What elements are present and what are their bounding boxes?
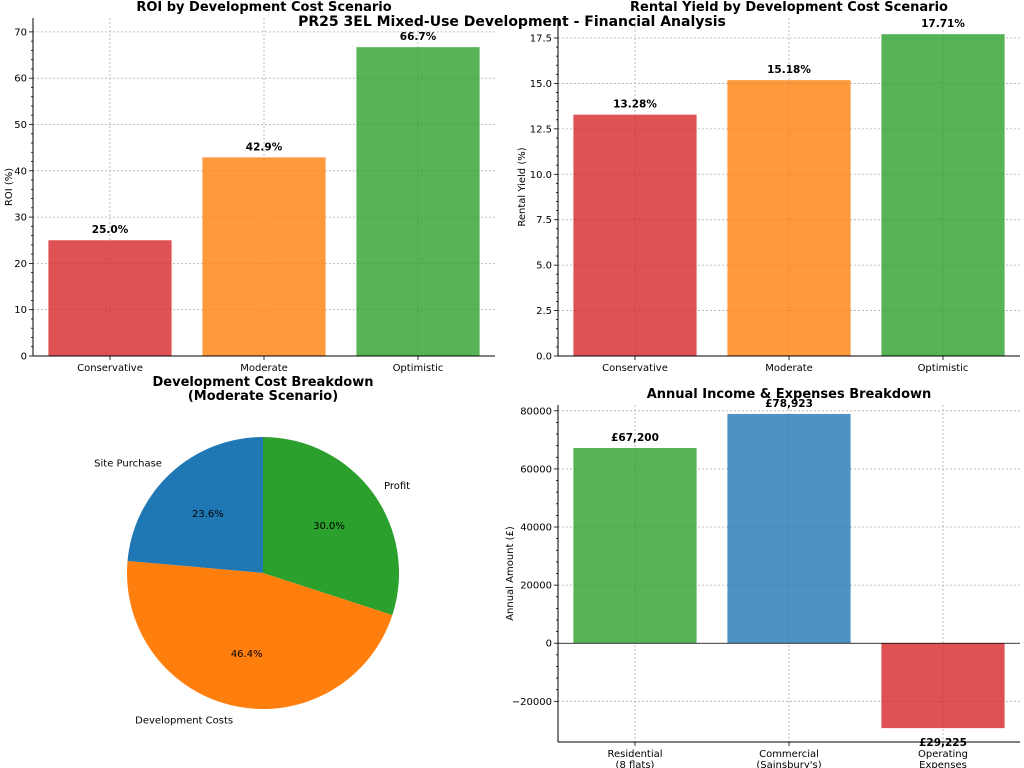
- rental-yield-bar-chart: 0.0 2.5 5.0 7.5 10.0 12.5 15.0 17.5 13.28% 15.18%…: [517, 0, 1020, 374]
- ytick-label: 15.0: [530, 79, 552, 90]
- ytick-label: 0: [546, 639, 552, 650]
- bar-value-label: 42.9%: [246, 141, 283, 153]
- xtick-label: Conservative: [77, 363, 143, 374]
- bar-value-label: 13.28%: [613, 99, 657, 111]
- chart-title: Development Cost Breakdown (Moderate Scen…: [153, 375, 374, 404]
- y-axis-label: Annual Amount (£): [505, 526, 516, 621]
- xtick-label: Optimistic: [918, 363, 969, 374]
- ytick-label: 0.0: [536, 352, 552, 363]
- bar-value-label: £78,923: [765, 398, 813, 410]
- figure-suptitle: PR25 3EL Mixed-Use Development - Financi…: [298, 14, 726, 30]
- chart-title: Rental Yield by Development Cost Scenari…: [630, 0, 948, 15]
- bar-value-label: 17.71%: [921, 18, 965, 30]
- ytick-label: 30: [14, 213, 27, 224]
- cost-breakdown-pie-chart: Development Cost Breakdown (Moderate Scen…: [94, 375, 410, 727]
- ytick-label: 70: [14, 27, 27, 38]
- ytick-label: 17.5: [530, 33, 552, 44]
- ytick-label: 0: [21, 352, 27, 363]
- ytick-label: 20: [14, 259, 27, 270]
- pie-pct-label: 30.0%: [313, 521, 345, 532]
- xtick-label: Operating Expenses: [918, 749, 968, 768]
- pie-slice: [263, 437, 399, 616]
- pie-slice-label: Development Costs: [135, 716, 233, 727]
- xtick-label: Moderate: [765, 363, 813, 374]
- bar: [881, 643, 1005, 729]
- pie-slice: [127, 561, 393, 709]
- ytick-label: 2.5: [536, 306, 552, 317]
- xtick-label: Residential (8 flats): [607, 749, 662, 768]
- bar-value-label: 15.18%: [767, 64, 811, 76]
- ytick-label: 40: [14, 166, 27, 177]
- ytick-label: −20000: [512, 697, 552, 708]
- ytick-label: 5.0: [536, 261, 552, 272]
- roi-bar-chart: 0 10 20 30 40 50 60 70 25.0% 42.9% 66.7% Conservati…: [4, 0, 495, 374]
- ytick-label: 40000: [520, 523, 552, 534]
- xtick-label: Commercial (Sainsbury's): [756, 749, 821, 768]
- ytick-label: 7.5: [536, 215, 552, 226]
- ytick-label: 10: [14, 305, 27, 316]
- chart-title: Annual Income & Expenses Breakdown: [647, 387, 932, 402]
- pie-slice-label: Site Purchase: [94, 459, 162, 470]
- ytick-label: 60: [14, 74, 27, 85]
- xtick-label: Moderate: [240, 363, 288, 374]
- bar: [48, 240, 172, 356]
- income-expenses-bar-chart: −20000 0 20000 40000 60000 80000 £67,200 £78,92…: [505, 387, 1020, 768]
- xtick-label: Conservative: [602, 363, 668, 374]
- bar: [727, 80, 851, 357]
- bar-value-label: £67,200: [611, 432, 659, 444]
- bar-value-label: 25.0%: [92, 224, 129, 236]
- ytick-label: 12.5: [530, 124, 552, 135]
- y-axis-label: ROI (%): [4, 168, 15, 206]
- xtick-label: Optimistic: [393, 363, 444, 374]
- pie-slice-label: Profit: [384, 481, 410, 492]
- ytick-label: 60000: [520, 464, 552, 475]
- ytick-label: 50: [14, 120, 27, 131]
- ytick-label: 10.0: [530, 170, 552, 181]
- bar: [356, 47, 480, 357]
- bar-value-label: 66.7%: [400, 31, 437, 43]
- pie-pct-label: 46.4%: [231, 649, 263, 660]
- ytick-label: 20000: [520, 581, 552, 592]
- y-axis-label: Rental Yield (%): [517, 147, 528, 226]
- bar: [573, 114, 697, 357]
- bar: [727, 413, 851, 644]
- pie-pct-label: 23.6%: [192, 509, 224, 520]
- pie-slice: [127, 437, 264, 573]
- bar: [573, 447, 697, 644]
- bar: [202, 157, 326, 356]
- bar: [881, 34, 1005, 356]
- chart-title: ROI by Development Cost Scenario: [136, 0, 391, 15]
- ytick-label: 80000: [520, 406, 552, 417]
